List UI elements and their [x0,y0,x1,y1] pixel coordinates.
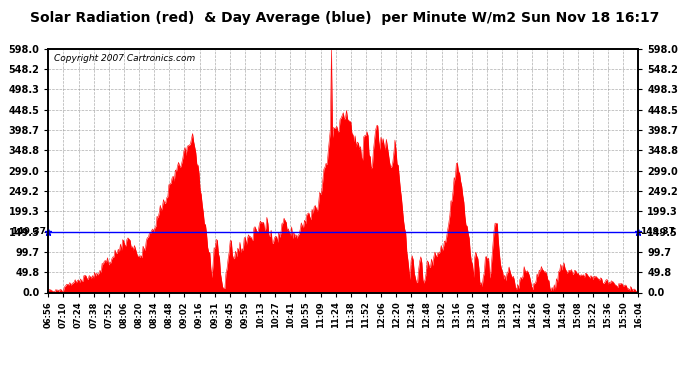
Text: 149.37: 149.37 [11,227,46,236]
Text: Copyright 2007 Cartronics.com: Copyright 2007 Cartronics.com [55,54,195,63]
Text: Solar Radiation (red)  & Day Average (blue)  per Minute W/m2 Sun Nov 18 16:17: Solar Radiation (red) & Day Average (blu… [30,11,660,25]
Text: 149.37: 149.37 [640,227,676,236]
